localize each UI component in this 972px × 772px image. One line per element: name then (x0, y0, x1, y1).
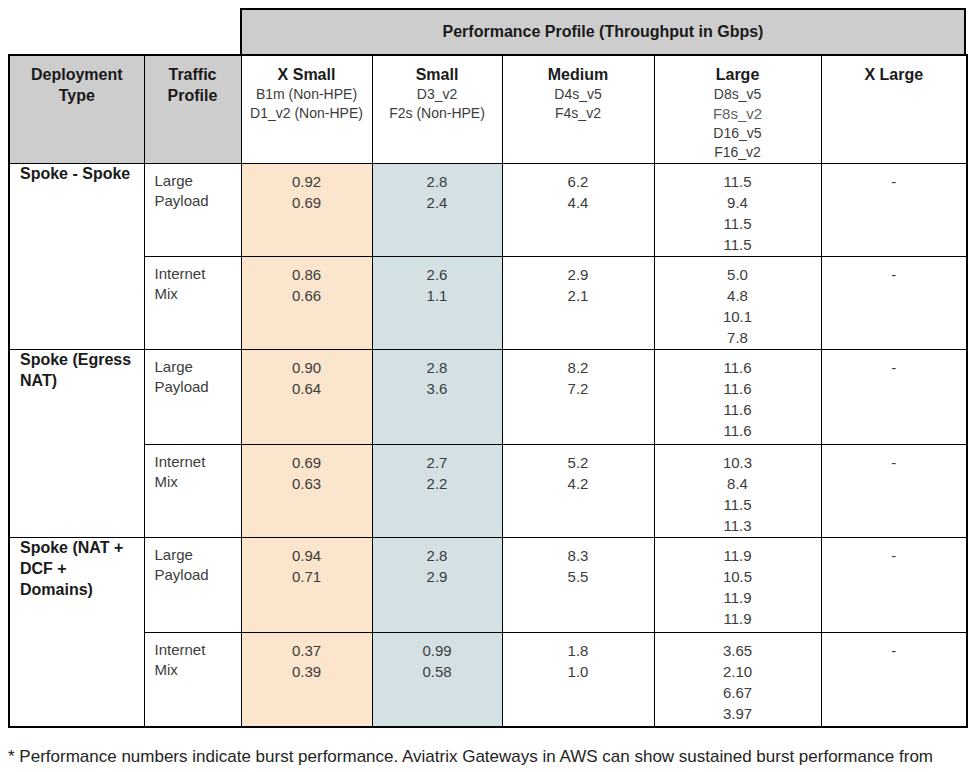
size-name-x-small: X Small (243, 65, 371, 85)
value-cell-medium: 1.8 1.0 (502, 632, 654, 727)
value-cell-x-small: 0.86 0.66 (241, 256, 372, 349)
performance-profile-table: Deployment Type Traffic Profile X Small … (8, 54, 968, 728)
value-cell-small: 2.7 2.2 (372, 444, 502, 537)
value-cell-x-small: 0.94 0.71 (241, 537, 372, 632)
value-cell-x-large: - (821, 163, 967, 256)
traffic-profile-cell: Internet Mix (144, 632, 241, 727)
instance-type: D16_v5 (656, 124, 820, 143)
table-title: Performance Profile (Throughput in Gbps) (443, 23, 764, 41)
value-cell-medium: 8.2 7.2 (502, 349, 654, 444)
table-row: Internet Mix 0.86 0.66 2.6 1.1 2.9 2.1 5… (9, 256, 967, 349)
size-name-medium: Medium (504, 65, 653, 85)
value-cell-x-large: - (821, 256, 967, 349)
value-cell-x-small: 0.90 0.64 (241, 349, 372, 444)
value-cell-medium: 2.9 2.1 (502, 256, 654, 349)
traffic-profile-cell: Internet Mix (144, 444, 241, 537)
value-cell-x-large: - (821, 444, 967, 537)
value-cell-x-large: - (821, 632, 967, 727)
value-cell-small: 2.8 2.4 (372, 163, 502, 256)
col-header-traffic-profile: Traffic Profile (144, 55, 241, 163)
deployment-cell-spoke-egress-nat: Spoke (Egress NAT) (9, 349, 144, 537)
table-row: Spoke - Spoke Large Payload 0.92 0.69 2.… (9, 163, 967, 256)
deployment-cell-spoke-spoke: Spoke - Spoke (9, 163, 144, 349)
col-header-deployment-type: Deployment Type (9, 55, 144, 163)
col-header-x-large: X Large (821, 55, 967, 163)
deployment-cell-spoke-nat-dcf-domains: Spoke (NAT + DCF + Domains) (9, 537, 144, 727)
traffic-profile-cell: Internet Mix (144, 256, 241, 349)
value-cell-medium: 8.3 5.5 (502, 537, 654, 632)
value-cell-large: 5.0 4.8 10.1 7.8 (654, 256, 821, 349)
table-row: Internet Mix 0.69 0.63 2.7 2.2 5.2 4.2 1… (9, 444, 967, 537)
col-header-medium: Medium D4s_v5 F4s_v2 (502, 55, 654, 163)
instance-type: F2s (Non-HPE) (374, 104, 501, 123)
traffic-profile-cell: Large Payload (144, 537, 241, 632)
size-name-small: Small (374, 65, 501, 85)
value-cell-small: 2.8 2.9 (372, 537, 502, 632)
col-header-large: Large D8s_v5 F8s_v2 D16_v5 F16_v2 (654, 55, 821, 163)
traffic-profile-cell: Large Payload (144, 163, 241, 256)
table-row: Internet Mix 0.37 0.39 0.99 0.58 1.8 1.0… (9, 632, 967, 727)
value-cell-large: 11.6 11.6 11.6 11.6 (654, 349, 821, 444)
table-row: Spoke (Egress NAT) Large Payload 0.90 0.… (9, 349, 967, 444)
traffic-profile-cell: Large Payload (144, 349, 241, 444)
value-cell-medium: 5.2 4.2 (502, 444, 654, 537)
col-header-small: Small D3_v2 F2s (Non-HPE) (372, 55, 502, 163)
value-cell-x-large: - (821, 537, 967, 632)
value-cell-x-large: - (821, 349, 967, 444)
instance-type: D3_v2 (374, 85, 501, 104)
size-name-x-large: X Large (823, 65, 966, 85)
instance-type: F4s_v2 (504, 104, 653, 123)
value-cell-large: 3.65 2.10 6.67 3.97 (654, 632, 821, 727)
value-cell-x-small: 0.37 0.39 (241, 632, 372, 727)
value-cell-small: 0.99 0.58 (372, 632, 502, 727)
value-cell-x-small: 0.69 0.63 (241, 444, 372, 537)
table-title-banner: Performance Profile (Throughput in Gbps) (240, 8, 966, 54)
instance-type: D4s_v5 (504, 85, 653, 104)
value-cell-large: 10.3 8.4 11.5 11.3 (654, 444, 821, 537)
value-cell-large: 11.5 9.4 11.5 11.5 (654, 163, 821, 256)
instance-type: F8s_v2 (656, 104, 820, 124)
value-cell-small: 2.8 3.6 (372, 349, 502, 444)
instance-type: B1m (Non-HPE) (243, 85, 371, 104)
value-cell-x-small: 0.92 0.69 (241, 163, 372, 256)
value-cell-small: 2.6 1.1 (372, 256, 502, 349)
col-header-x-small: X Small B1m (Non-HPE) D1_v2 (Non-HPE) (241, 55, 372, 163)
document-page: Performance Profile (Throughput in Gbps)… (0, 0, 972, 772)
footnote: * Performance numbers indicate burst per… (8, 744, 952, 772)
value-cell-large: 11.9 10.5 11.9 11.9 (654, 537, 821, 632)
instance-type: F16_v2 (656, 143, 820, 162)
instance-type: D1_v2 (Non-HPE) (243, 104, 371, 123)
value-cell-medium: 6.2 4.4 (502, 163, 654, 256)
instance-type: D8s_v5 (656, 85, 820, 104)
header-row: Deployment Type Traffic Profile X Small … (9, 55, 967, 163)
table-row: Spoke (NAT + DCF + Domains) Large Payloa… (9, 537, 967, 632)
footnote-text: * Performance numbers indicate burst per… (8, 747, 933, 772)
size-name-large: Large (656, 65, 820, 85)
